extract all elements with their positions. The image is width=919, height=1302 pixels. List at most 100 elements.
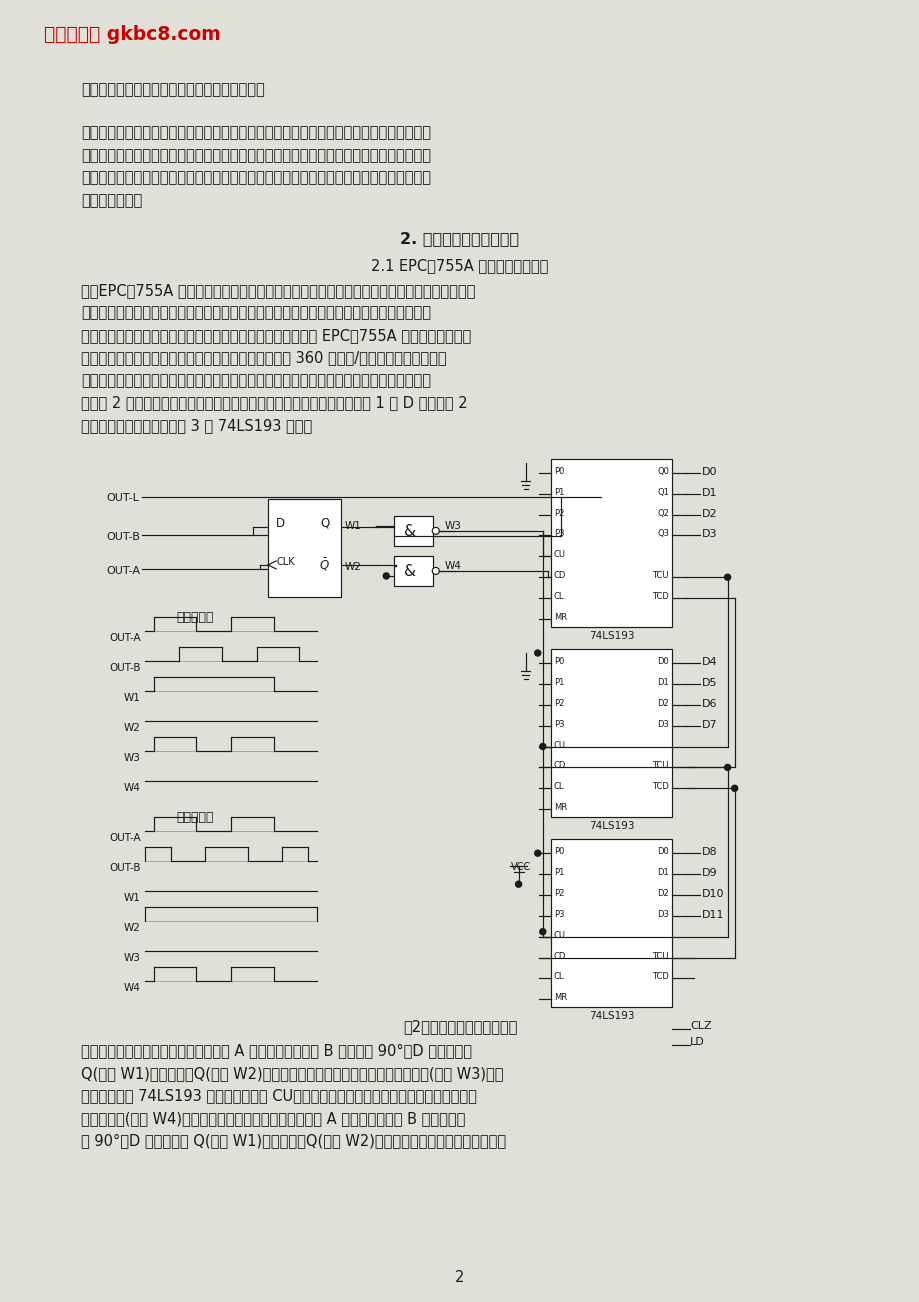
Text: CL: CL [553,592,563,602]
Text: $\bar{Q}$: $\bar{Q}$ [318,557,329,573]
Text: W1: W1 [124,893,141,904]
Text: CD: CD [553,572,566,581]
Text: MR: MR [553,613,566,622]
Circle shape [432,568,438,574]
Text: D9: D9 [701,868,717,878]
Text: 数。图 2 给出了光电编码器实际使用的鉴相与双向计数电路，鉴相电路用 1 个 D 触发器和 2: 数。图 2 给出了光电编码器实际使用的鉴相与双向计数电路，鉴相电路用 1 个 D… [81,396,468,410]
Text: EPC－755A 光电编码器具备良好的使用性能，在角度测量、位移测量时抗干扰能力很强，: EPC－755A 光电编码器具备良好的使用性能，在角度测量、位移测量时抗干扰能力… [81,283,475,298]
Text: 2. 光电编码器的应用电路: 2. 光电编码器的应用电路 [400,230,519,246]
Text: 逆时针旋转: 逆时针旋转 [176,811,214,824]
Text: CD: CD [553,762,566,771]
Text: P1: P1 [553,488,563,496]
Text: W1: W1 [345,521,361,531]
Text: 并具有稳定可靠的输出脉冲信号，且该脉冲信号经计数后可得到被测量的数字信号。因此，: 并具有稳定可靠的输出脉冲信号，且该脉冲信号经计数后可得到被测量的数字信号。因此， [81,305,431,320]
Circle shape [731,785,737,792]
Text: D2: D2 [656,699,668,708]
Text: D3: D3 [656,720,668,729]
Text: 至双向计数器 74LS193 的加脉冲输入端 CU，进行加法计数；此时，下面与非门关闭，其输: 至双向计数器 74LS193 的加脉冲输入端 CU，进行加法计数；此时，下面与非… [81,1088,477,1103]
Text: 图2光电编码器鉴相计数电路: 图2光电编码器鉴相计数电路 [403,1019,516,1034]
Bar [550,458,672,628]
Text: D1: D1 [701,488,717,497]
Text: W4: W4 [445,561,461,570]
Text: TCD: TCD [652,592,668,602]
Circle shape [539,928,545,935]
Text: CL: CL [553,783,563,792]
Text: OUT-B: OUT-B [109,663,141,673]
Text: TCU: TCU [652,952,668,961]
Text: &: & [404,523,416,539]
Text: Q3: Q3 [656,530,668,539]
Text: 74LS193: 74LS193 [588,822,633,831]
Text: D0: D0 [656,848,668,857]
Text: 我们在研制汽车驾驶模拟器时，对方向盘旋转角度的测量选用 EPC－755A 光电编码器作为传: 我们在研制汽车驾驶模拟器时，对方向盘旋转角度的测量选用 EPC－755A 光电编… [81,328,471,342]
Text: 装置和设备中。: 装置和设备中。 [81,193,142,208]
Circle shape [432,527,438,534]
Circle shape [539,743,545,750]
Text: Q1: Q1 [656,488,668,496]
Text: VCC: VCC [510,862,530,872]
Text: W1: W1 [124,693,141,703]
Text: D6: D6 [701,699,717,708]
Text: W3: W3 [124,953,141,963]
Text: CU: CU [553,931,565,940]
Text: D3: D3 [701,530,717,539]
Text: 感器，其输出电路选用集电极开路型，输出分辨率选用 360 个脉冲/圈，考虑到汽车方向盘: 感器，其输出电路选用集电极开路型，输出分辨率选用 360 个脉冲/圈，考虑到汽车… [81,350,447,366]
Text: 工控编程吧 gkbc8.com: 工控编程吧 gkbc8.com [44,26,221,44]
Text: TCD: TCD [652,783,668,792]
Text: D7: D7 [701,720,717,729]
Text: P2: P2 [553,889,563,898]
Text: MR: MR [553,993,566,1003]
Text: 2: 2 [455,1269,464,1285]
Text: 转动是双向的，既可顺时针旋转，也可逆时针旋转，需要对编码器的输出信号鉴相后才能计: 转动是双向的，既可顺时针旋转，也可逆时针旋转，需要对编码器的输出信号鉴相后才能计 [81,372,431,388]
Text: OUT-A: OUT-A [109,833,141,844]
Text: P3: P3 [553,530,563,539]
Text: 74LS193: 74LS193 [588,631,633,641]
Text: LD: LD [689,1038,704,1047]
Text: D3: D3 [656,910,668,919]
Text: Q0: Q0 [656,467,668,475]
Text: 迟 90°，D 触发器输出 Q(波形 W1)为低电平，Q(波形 W2)为高电平，上面与非门关闭，其输: 迟 90°，D 触发器输出 Q(波形 W1)为低电平，Q(波形 W2)为高电平，… [81,1134,505,1148]
Circle shape [534,850,540,857]
Circle shape [534,650,540,656]
Text: 出为高电平(波形 W4)。当光电编码器逆时针旋转时，通道 A 输出波形比通道 B 输出波形延: 出为高电平(波形 W4)。当光电编码器逆时针旋转时，通道 A 输出波形比通道 B… [81,1111,465,1126]
Text: D1: D1 [656,868,668,878]
Text: P1: P1 [553,678,563,687]
Circle shape [515,881,521,887]
Bar [550,648,672,818]
Text: W2: W2 [124,923,141,934]
Text: D1: D1 [656,678,668,687]
Text: OUT-A: OUT-A [109,633,141,643]
Text: MR: MR [553,803,566,812]
Text: &: & [404,564,416,579]
Text: D2: D2 [656,889,668,898]
Text: D5: D5 [701,678,717,687]
Circle shape [724,574,730,581]
Text: Q: Q [321,517,330,530]
Text: D4: D4 [701,658,717,667]
Text: CLZ: CLZ [689,1021,711,1031]
Text: W3: W3 [445,521,461,531]
Text: Q(波形 W1)为高电平，Q(波形 W2)为低电平，上面与非门打开，计数脉冲通过(波形 W3)，送: Q(波形 W1)为高电平，Q(波形 W2)为低电平，上面与非门打开，计数脉冲通过… [81,1066,504,1081]
Bar [394,556,432,586]
Text: W4: W4 [124,983,141,993]
Text: D0: D0 [656,658,668,667]
Circle shape [383,573,389,579]
Text: P3: P3 [553,720,563,729]
Text: P1: P1 [553,868,563,878]
Text: TCU: TCU [652,572,668,581]
Text: P0: P0 [553,848,563,857]
Bar [550,840,672,1008]
Text: D8: D8 [701,848,717,857]
Text: 个与非门组成，计数电路用 3 片 74LS193 组成。: 个与非门组成，计数电路用 3 片 74LS193 组成。 [81,418,312,432]
Text: 2.1 EPC－755A 光电编码器的应用: 2.1 EPC－755A 光电编码器的应用 [371,259,548,273]
Text: 当光电编码器顺时针旋转时，通道 A 输出波形超前通道 B 输出波形 90°，D 触发器输出: 当光电编码器顺时针旋转时，通道 A 输出波形超前通道 B 输出波形 90°，D … [81,1043,471,1059]
Text: OUT-L: OUT-L [107,493,140,503]
Text: D: D [276,517,285,530]
Text: P0: P0 [553,467,563,475]
Text: OUT-A: OUT-A [107,566,141,575]
Text: W4: W4 [124,783,141,793]
Text: W3: W3 [124,753,141,763]
Text: CU: CU [553,741,565,750]
Text: P0: P0 [553,658,563,667]
Text: D2: D2 [701,509,717,518]
